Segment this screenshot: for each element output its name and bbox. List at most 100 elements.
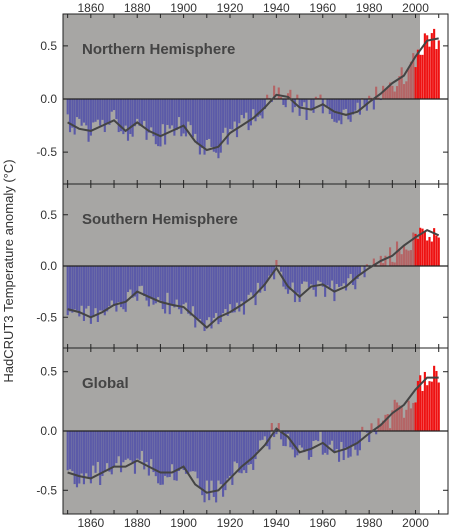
annual-bar bbox=[307, 431, 310, 460]
annual-bar bbox=[344, 431, 348, 448]
annual-bar bbox=[113, 266, 116, 306]
annual-bar bbox=[398, 405, 401, 431]
annual-bar bbox=[300, 266, 304, 284]
annual-bar bbox=[291, 266, 294, 283]
annual-bar bbox=[110, 266, 113, 301]
annual-bar bbox=[66, 99, 69, 115]
annual-bar bbox=[423, 231, 426, 266]
annual-bar bbox=[224, 431, 227, 491]
annual-bar bbox=[400, 254, 403, 266]
annual-bar bbox=[136, 431, 139, 459]
annual-bar bbox=[147, 99, 150, 133]
annual-bar bbox=[303, 431, 306, 453]
annual-bar bbox=[99, 99, 102, 126]
annual-bar bbox=[124, 431, 127, 460]
annual-bar bbox=[254, 266, 257, 306]
annual-bar bbox=[175, 266, 178, 300]
annual-bar bbox=[113, 431, 116, 468]
annual-bar bbox=[273, 431, 276, 438]
annual-bar bbox=[398, 248, 401, 266]
annual-bar bbox=[393, 91, 396, 99]
annual-bar bbox=[159, 99, 162, 147]
annual-bar bbox=[89, 431, 92, 484]
annual-bar bbox=[159, 266, 162, 301]
annual-bar bbox=[419, 375, 422, 431]
annual-bar bbox=[344, 99, 348, 109]
annual-bar bbox=[157, 266, 160, 298]
annual-bar bbox=[354, 99, 357, 111]
annual-bar bbox=[409, 408, 413, 431]
x-tick-label: 1940 bbox=[263, 516, 290, 530]
annual-bar bbox=[173, 266, 176, 308]
annual-bar bbox=[140, 266, 143, 286]
x-tick-label: 1880 bbox=[124, 516, 151, 530]
annual-bar bbox=[78, 99, 81, 119]
annual-bar bbox=[140, 99, 143, 127]
annual-bar bbox=[296, 431, 299, 456]
annual-bar bbox=[66, 431, 69, 471]
x-tick-label-top: 2000 bbox=[402, 1, 429, 15]
annual-bar bbox=[405, 409, 408, 431]
annual-bar bbox=[122, 266, 125, 310]
annual-bar bbox=[103, 266, 106, 316]
annual-bar bbox=[87, 431, 90, 477]
x-tick-label-top: 1980 bbox=[356, 1, 383, 15]
annual-bar bbox=[268, 266, 271, 276]
annual-bar bbox=[414, 402, 417, 431]
annual-bar bbox=[321, 99, 324, 114]
annual-bar bbox=[196, 431, 199, 479]
annual-bar bbox=[365, 431, 368, 433]
annual-bar bbox=[423, 33, 426, 99]
annual-bar bbox=[389, 428, 392, 431]
annual-bar bbox=[298, 431, 301, 446]
annual-bar bbox=[356, 99, 359, 103]
x-tick-label-top: 1960 bbox=[309, 1, 336, 15]
annual-bar bbox=[182, 99, 185, 134]
annual-bar bbox=[224, 266, 227, 310]
y-tick-label: -0.5 bbox=[36, 483, 57, 497]
annual-bar bbox=[409, 250, 413, 266]
annual-bar bbox=[208, 431, 211, 501]
annual-bar bbox=[242, 99, 246, 119]
annual-bar bbox=[85, 431, 88, 474]
y-axis-label: HadCRUT3 Temperature anomaly (°C) bbox=[1, 159, 16, 382]
annual-bar bbox=[386, 87, 389, 99]
annual-bar bbox=[215, 431, 218, 503]
annual-bar bbox=[291, 431, 294, 450]
annual-bar bbox=[115, 266, 118, 312]
annual-bar bbox=[166, 431, 169, 478]
annual-bar bbox=[275, 431, 278, 435]
annual-bar bbox=[395, 241, 399, 266]
annual-bar bbox=[419, 54, 422, 99]
annual-bar bbox=[314, 431, 317, 441]
annual-bar bbox=[133, 99, 137, 127]
annual-bar bbox=[430, 241, 433, 266]
annual-bar bbox=[280, 266, 283, 272]
panel-2: 0.5 0.0 -0.5 Global bbox=[36, 347, 449, 515]
annual-bar bbox=[400, 406, 403, 431]
annual-bar bbox=[147, 431, 150, 476]
annual-bar bbox=[80, 431, 83, 474]
annual-bar bbox=[437, 382, 440, 431]
panel-title: Northern Hemisphere bbox=[82, 41, 235, 58]
annual-bar bbox=[331, 431, 334, 441]
annual-bar bbox=[71, 266, 74, 313]
annual-bar bbox=[435, 235, 438, 266]
annual-bar bbox=[66, 266, 69, 316]
annual-bar bbox=[219, 266, 222, 323]
annual-bar bbox=[335, 99, 338, 123]
annual-bar bbox=[319, 266, 322, 282]
annual-bar bbox=[73, 266, 76, 310]
y-tick-label: 0.0 bbox=[40, 259, 57, 273]
annual-bar bbox=[312, 431, 315, 441]
annual-bar bbox=[407, 67, 410, 99]
panel-title: Southern Hemisphere bbox=[82, 211, 238, 228]
annual-bar bbox=[184, 266, 188, 303]
annual-bar bbox=[89, 266, 92, 324]
annual-bar bbox=[124, 99, 127, 126]
annual-bar bbox=[208, 99, 211, 139]
annual-bar bbox=[335, 431, 338, 450]
annual-bar bbox=[231, 431, 234, 485]
annual-bar bbox=[252, 431, 255, 470]
